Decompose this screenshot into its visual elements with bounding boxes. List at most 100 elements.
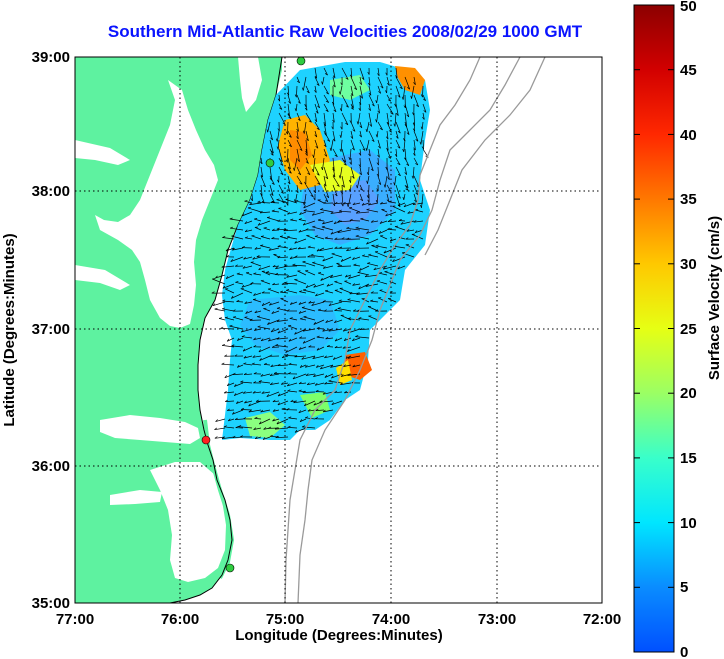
velocity-arrow (232, 247, 244, 251)
velocity-arrow-head (288, 338, 292, 342)
velocity-arrow (272, 229, 280, 231)
velocity-arrow-head (340, 191, 343, 195)
velocity-arrow (332, 175, 340, 187)
velocity-arrow (222, 237, 235, 240)
velocity-arrow (302, 328, 316, 332)
velocity-arrow-head (221, 436, 225, 439)
velocity-arrow-head (304, 403, 307, 407)
velocity-arrow-head (276, 307, 280, 309)
velocity-arrow (323, 184, 330, 198)
velocity-arrow (260, 409, 271, 413)
velocity-arrow-head (243, 362, 247, 365)
velocity-arrow (377, 76, 384, 89)
velocity-arrow-head (244, 229, 248, 233)
velocity-arrow-head (302, 87, 304, 91)
velocity-arrow (277, 400, 289, 406)
velocity-arrow-head (299, 182, 303, 185)
velocity-arrow-head (340, 382, 344, 385)
velocity-arrow (350, 103, 354, 110)
velocity-arrow (266, 391, 280, 398)
velocity-arrow (323, 409, 334, 413)
velocity-arrow-head (286, 383, 290, 387)
velocity-arrow (304, 400, 316, 407)
velocity-arrow-head (269, 434, 273, 437)
velocity-arrow-head (314, 235, 319, 237)
velocity-arrow-head (236, 272, 240, 275)
velocity-arrow-head (277, 330, 281, 334)
velocity-arrow (315, 409, 325, 411)
velocity-arrow-head (399, 86, 403, 90)
velocity-arrow-head (303, 205, 306, 209)
velocity-arrow (231, 292, 244, 299)
velocity-arrow (376, 130, 379, 138)
velocity-arrow (299, 364, 307, 368)
velocity-arrow (236, 400, 244, 404)
velocity-arrow-head (297, 101, 301, 104)
velocity-arrow-head (334, 154, 338, 157)
velocity-arrow-head (292, 376, 296, 380)
velocity-arrow (296, 76, 300, 84)
velocity-arrow-head (270, 137, 273, 141)
velocity-arrow (260, 193, 265, 204)
velocity-arrow-head (379, 289, 383, 291)
velocity-arrow (334, 289, 343, 294)
velocity-arrow (302, 391, 316, 393)
velocity-arrow-head (333, 84, 336, 88)
velocity-arrow-head (299, 336, 303, 339)
velocity-arrow-head (286, 202, 289, 206)
velocity-arrow (395, 166, 401, 177)
velocity-arrow (377, 166, 379, 177)
velocity-arrow-head (422, 98, 426, 101)
velocity-arrow-head (280, 163, 284, 166)
velocity-arrow (373, 265, 388, 271)
velocity-arrow (302, 426, 316, 429)
velocity-arrow (249, 202, 262, 205)
velocity-arrow (332, 94, 335, 105)
velocity-arrow-head (253, 293, 256, 296)
velocity-arrow (368, 202, 379, 206)
velocity-arrow-head (230, 259, 234, 262)
velocity-arrow (305, 85, 310, 94)
velocity-arrow-head (306, 91, 310, 94)
velocity-arrow (343, 337, 352, 342)
velocity-arrow-head (379, 128, 383, 131)
velocity-arrow-head (333, 109, 337, 113)
velocity-arrow (314, 67, 318, 79)
velocity-arrow-head (402, 252, 406, 254)
velocity-arrow-head (241, 245, 245, 248)
velocity-arrow (247, 207, 262, 213)
velocity-arrow-head (356, 292, 360, 295)
velocity-arrow (371, 245, 379, 249)
velocity-arrow (260, 236, 271, 240)
velocity-arrow-head (384, 270, 388, 273)
velocity-arrow-head (353, 309, 356, 312)
velocity-arrow (237, 364, 244, 368)
velocity-arrow (332, 166, 336, 178)
velocity-arrow (370, 300, 379, 303)
velocity-arrow-head (308, 120, 312, 123)
velocity-arrow-head (224, 354, 228, 357)
velocity-arrow (275, 436, 289, 439)
velocity-arrow-head (342, 328, 346, 332)
velocity-arrow (244, 220, 253, 225)
velocity-arrow (413, 139, 416, 151)
velocity-arrow (394, 226, 406, 231)
velocity-arrow-head (257, 200, 261, 203)
velocity-arrow-head (311, 168, 314, 173)
y-tick-label: 39:00 (32, 49, 70, 66)
velocity-arrow-head (244, 316, 248, 318)
velocity-arrow-head (411, 175, 414, 179)
velocity-arrow-head (361, 202, 365, 206)
velocity-arrow (413, 94, 419, 107)
velocity-arrow-head (356, 185, 358, 189)
velocity-arrow (325, 319, 334, 323)
velocity-arrow-head (352, 147, 355, 151)
velocity-arrow-head (314, 119, 318, 123)
velocity-arrow-head (276, 198, 280, 201)
velocity-arrow (404, 175, 409, 188)
velocity-arrow-head (298, 381, 302, 385)
velocity-arrow (368, 85, 372, 96)
velocity-arrow (305, 148, 308, 156)
velocity-arrow (277, 139, 280, 150)
velocity-arrow-head (276, 146, 279, 150)
